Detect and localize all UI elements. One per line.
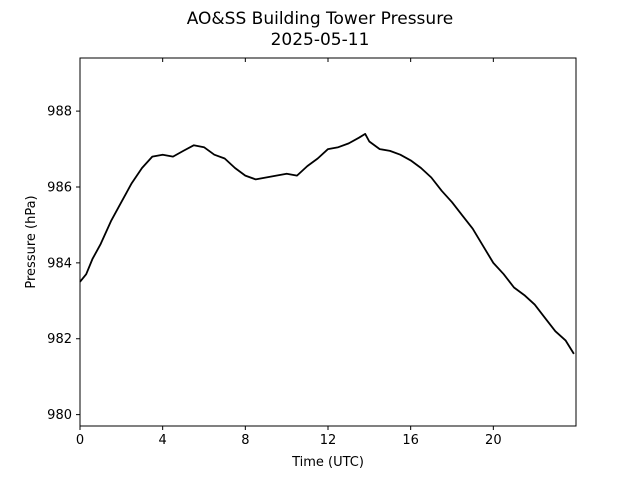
- y-tick-label: 982: [47, 332, 72, 347]
- x-tick-label: 0: [76, 433, 84, 448]
- x-tick-label: 4: [159, 433, 167, 448]
- x-axis-ticks: 0 4 8 12 16 20: [76, 58, 502, 448]
- y-tick-label: 986: [47, 180, 72, 195]
- y-axis-label: Pressure (hPa): [24, 195, 39, 288]
- chart-subtitle: 2025-05-11: [271, 30, 370, 50]
- y-tick-label: 988: [47, 105, 72, 120]
- chart-title: AO&SS Building Tower Pressure: [187, 9, 454, 29]
- y-tick-label: 980: [47, 408, 72, 423]
- pressure-series-line: [79, 132, 575, 355]
- plot-frame: [79, 57, 577, 427]
- y-axis-ticks: 980 982 984 986 988: [47, 105, 80, 423]
- x-tick-label: 8: [241, 433, 249, 448]
- x-tick-label: 20: [485, 433, 502, 448]
- x-tick-label: 12: [320, 433, 337, 448]
- y-tick-label: 984: [47, 256, 72, 271]
- x-tick-label: 16: [402, 433, 419, 448]
- x-axis-label: Time (UTC): [291, 455, 364, 470]
